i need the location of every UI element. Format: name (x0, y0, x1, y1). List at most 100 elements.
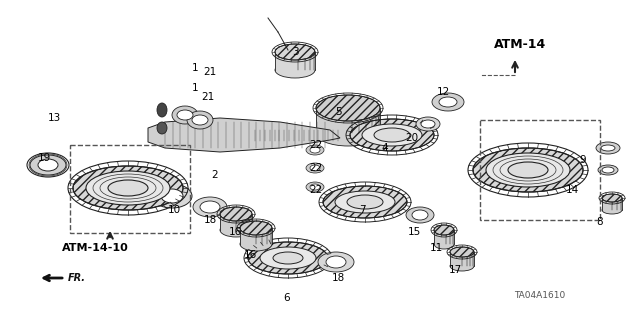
Ellipse shape (152, 184, 192, 208)
Ellipse shape (318, 252, 354, 272)
Ellipse shape (200, 201, 220, 213)
Ellipse shape (240, 237, 272, 251)
Text: ATM-14: ATM-14 (494, 39, 546, 51)
FancyBboxPatch shape (275, 52, 315, 70)
Text: TA04A1610: TA04A1610 (515, 292, 566, 300)
Text: 20: 20 (405, 133, 419, 143)
Polygon shape (148, 118, 340, 152)
Ellipse shape (187, 111, 213, 129)
Ellipse shape (306, 145, 324, 155)
Ellipse shape (260, 247, 316, 269)
Ellipse shape (596, 142, 620, 154)
Ellipse shape (450, 261, 474, 271)
Ellipse shape (275, 44, 315, 60)
Ellipse shape (473, 148, 583, 192)
Text: 14: 14 (565, 185, 579, 195)
Text: 18: 18 (204, 215, 216, 225)
Ellipse shape (316, 95, 380, 121)
Ellipse shape (323, 186, 407, 218)
Text: 4: 4 (381, 143, 388, 153)
Text: 22: 22 (309, 185, 323, 195)
Ellipse shape (326, 256, 346, 268)
Text: 7: 7 (358, 205, 365, 215)
Ellipse shape (248, 242, 328, 274)
Ellipse shape (598, 165, 618, 175)
Ellipse shape (220, 223, 252, 237)
Ellipse shape (601, 145, 615, 151)
Ellipse shape (310, 165, 320, 171)
FancyBboxPatch shape (220, 214, 252, 230)
Text: 3: 3 (292, 47, 298, 57)
Ellipse shape (157, 103, 167, 117)
Ellipse shape (157, 122, 167, 134)
FancyBboxPatch shape (240, 228, 272, 244)
Ellipse shape (38, 159, 58, 171)
Ellipse shape (220, 207, 252, 221)
Ellipse shape (486, 153, 570, 187)
Ellipse shape (316, 120, 380, 146)
Ellipse shape (416, 117, 440, 131)
Ellipse shape (273, 252, 303, 264)
Ellipse shape (310, 184, 320, 190)
Ellipse shape (432, 93, 464, 111)
Text: 2: 2 (212, 170, 218, 180)
Ellipse shape (30, 155, 66, 175)
Ellipse shape (335, 191, 395, 213)
Text: 9: 9 (580, 155, 586, 165)
Ellipse shape (450, 247, 474, 257)
Ellipse shape (73, 166, 183, 210)
Ellipse shape (108, 180, 148, 196)
Text: 19: 19 (37, 153, 51, 163)
Text: 22: 22 (309, 163, 323, 173)
Text: 5: 5 (335, 107, 341, 117)
Ellipse shape (161, 189, 183, 203)
Ellipse shape (406, 207, 434, 223)
Text: 10: 10 (168, 205, 180, 215)
Ellipse shape (192, 115, 208, 125)
FancyBboxPatch shape (450, 252, 474, 266)
Ellipse shape (434, 225, 454, 235)
Text: 8: 8 (596, 217, 604, 227)
Ellipse shape (362, 124, 422, 146)
Text: 21: 21 (202, 92, 214, 102)
Text: 16: 16 (243, 250, 257, 260)
FancyBboxPatch shape (316, 108, 380, 133)
Ellipse shape (602, 167, 614, 173)
Text: FR.: FR. (68, 273, 86, 283)
Text: 1: 1 (192, 63, 198, 73)
Ellipse shape (434, 239, 454, 249)
Ellipse shape (240, 221, 272, 235)
Ellipse shape (275, 62, 315, 78)
FancyBboxPatch shape (434, 230, 454, 244)
Text: 6: 6 (284, 293, 291, 303)
Ellipse shape (193, 197, 227, 217)
Text: 18: 18 (332, 273, 344, 283)
Ellipse shape (412, 210, 428, 220)
Ellipse shape (439, 97, 457, 107)
Ellipse shape (602, 194, 622, 202)
Ellipse shape (350, 119, 434, 151)
Bar (70, 145, 190, 233)
Text: 17: 17 (449, 265, 461, 275)
Text: 21: 21 (204, 67, 216, 77)
Text: ATM-14-10: ATM-14-10 (61, 243, 129, 253)
Ellipse shape (306, 182, 324, 192)
Text: 15: 15 (408, 227, 420, 237)
Bar (480, 120, 600, 220)
Ellipse shape (310, 147, 320, 153)
Ellipse shape (508, 162, 548, 178)
Ellipse shape (306, 163, 324, 173)
Ellipse shape (347, 195, 383, 209)
Ellipse shape (86, 171, 170, 205)
Text: 11: 11 (429, 243, 443, 253)
Text: 12: 12 (436, 87, 450, 97)
Ellipse shape (421, 120, 435, 128)
Ellipse shape (172, 106, 198, 124)
Ellipse shape (602, 206, 622, 214)
Text: 16: 16 (228, 227, 242, 237)
Ellipse shape (177, 110, 193, 120)
Text: 1: 1 (192, 83, 198, 93)
Text: 22: 22 (309, 140, 323, 150)
Text: 13: 13 (47, 113, 61, 123)
FancyBboxPatch shape (602, 198, 622, 210)
